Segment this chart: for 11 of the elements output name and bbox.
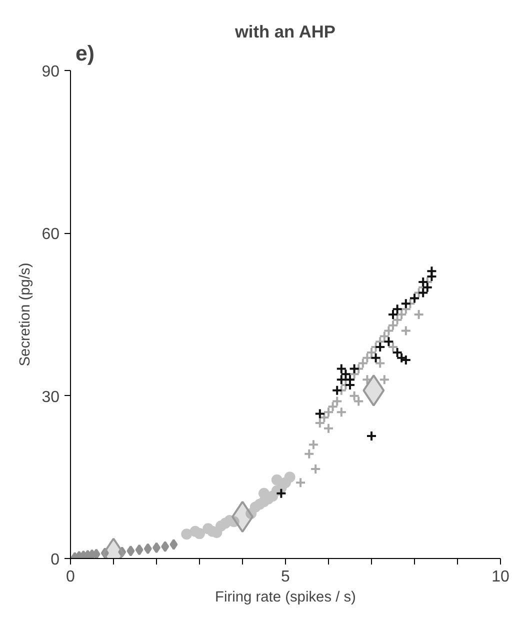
- chart-title: with an AHP: [234, 22, 336, 42]
- y-tick-label: 90: [42, 64, 60, 80]
- x-tick-label: 0: [66, 568, 76, 586]
- y-tick-label: 30: [42, 388, 60, 406]
- x-tick-label: 5: [281, 568, 290, 586]
- y-tick-label: 0: [50, 552, 60, 568]
- y-axis-title: Secretion (pg/s): [18, 262, 34, 366]
- x-tick-label: 10: [492, 568, 510, 586]
- text: e): [76, 42, 94, 66]
- x-axis-title: Firing rate (spikes / s): [215, 590, 356, 606]
- y-tick-label: 60: [42, 226, 60, 244]
